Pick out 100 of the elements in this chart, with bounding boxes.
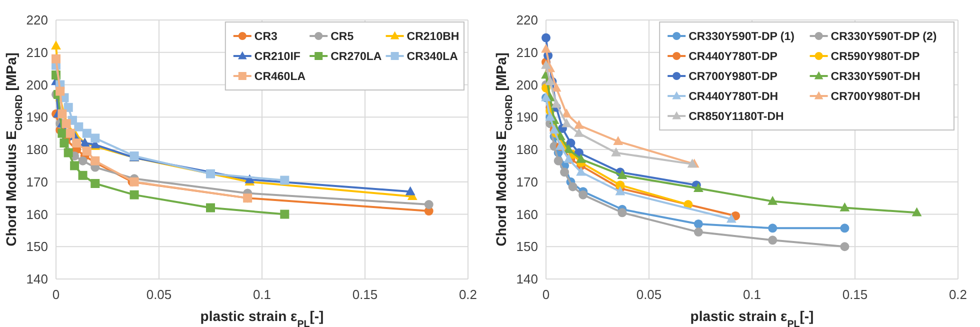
legend-label: CR210BH bbox=[406, 31, 460, 44]
legend-label: CR590Y980T-DP bbox=[830, 51, 920, 64]
point bbox=[551, 82, 562, 92]
point bbox=[617, 170, 628, 179]
point bbox=[551, 98, 562, 108]
point bbox=[51, 40, 61, 50]
y-tick-label: 160 bbox=[26, 206, 48, 222]
y-tick-label: 180 bbox=[516, 142, 538, 158]
y-tick-label: 150 bbox=[516, 239, 538, 254]
point bbox=[568, 182, 578, 192]
legend-label: CR270LA bbox=[330, 51, 382, 64]
point bbox=[840, 224, 850, 233]
point bbox=[912, 207, 922, 216]
point bbox=[574, 120, 584, 129]
legend-label: CR330Y590T-DP (1) bbox=[688, 31, 795, 44]
y-tick-label: 200 bbox=[26, 77, 48, 92]
x-tick-label: 0.15 bbox=[352, 287, 378, 302]
legend-label: CR700Y980T-DP bbox=[688, 71, 778, 84]
point bbox=[90, 178, 100, 188]
y-tick-label: 160 bbox=[516, 206, 538, 222]
point bbox=[611, 147, 621, 156]
x-tick-label: 0.1 bbox=[742, 287, 762, 302]
point bbox=[280, 210, 290, 219]
legend-label: CR5 bbox=[330, 31, 354, 44]
x-axis-title: plastic strain ε$_{PL}$[-] bbox=[200, 308, 324, 327]
x-tick-label: 0.1 bbox=[252, 287, 272, 302]
point bbox=[542, 33, 550, 42]
x-tick-label: 0 bbox=[52, 287, 60, 302]
point bbox=[564, 154, 574, 163]
y-tick-label: 140 bbox=[26, 272, 48, 287]
x-tick-label: 0.05 bbox=[146, 287, 172, 302]
point bbox=[78, 170, 88, 180]
y-tick-label: 220 bbox=[26, 12, 48, 28]
legend-label: CR3 bbox=[254, 31, 278, 44]
legend-label: CR850Y1180T-DH bbox=[688, 111, 784, 124]
point bbox=[576, 166, 586, 176]
y-tick-label: 210 bbox=[26, 44, 48, 60]
x-tick-label: 0.2 bbox=[948, 287, 968, 302]
legend-label: CR440Y780T-DP bbox=[688, 51, 778, 64]
point bbox=[52, 54, 60, 64]
point bbox=[562, 118, 572, 128]
y-tick-label: 200 bbox=[516, 77, 538, 92]
point bbox=[280, 176, 290, 185]
point bbox=[562, 108, 572, 118]
point bbox=[615, 186, 626, 196]
point bbox=[560, 168, 570, 177]
point bbox=[424, 200, 434, 210]
point bbox=[768, 196, 778, 205]
legend-label: CR340LA bbox=[406, 51, 458, 64]
point bbox=[66, 128, 75, 138]
x-axis-title: plastic strain ε$_{PL}$[-] bbox=[690, 308, 814, 327]
point bbox=[564, 144, 574, 154]
x-tick-label: 0 bbox=[542, 287, 550, 302]
point bbox=[840, 242, 850, 252]
legend-label: CR330Y590T-DH bbox=[830, 71, 920, 84]
point bbox=[768, 236, 778, 245]
point bbox=[82, 128, 92, 138]
y-tick-label: 190 bbox=[26, 110, 48, 125]
point bbox=[58, 109, 67, 118]
point bbox=[130, 190, 139, 200]
legend-label: CR700Y980T-DH bbox=[830, 91, 920, 104]
point bbox=[206, 169, 215, 178]
point bbox=[206, 203, 215, 212]
point bbox=[545, 76, 556, 86]
point bbox=[694, 219, 703, 228]
x-tick-label: 0.2 bbox=[458, 287, 478, 302]
x-tick-label: 0.05 bbox=[636, 287, 662, 302]
point bbox=[574, 128, 584, 137]
legend-label: CR330Y590T-DP (2) bbox=[830, 31, 937, 44]
point bbox=[72, 138, 82, 148]
legend-label: CR210IF bbox=[254, 51, 300, 64]
legend-label: CR460LA bbox=[254, 71, 306, 84]
point bbox=[74, 122, 84, 132]
point bbox=[78, 156, 88, 166]
point bbox=[693, 182, 704, 192]
point bbox=[64, 102, 73, 112]
y-tick-label: 190 bbox=[516, 110, 538, 125]
point bbox=[82, 146, 92, 156]
y-tick-label: 170 bbox=[516, 174, 538, 190]
point bbox=[56, 86, 65, 96]
point bbox=[726, 214, 736, 223]
y-tick-label: 210 bbox=[516, 44, 538, 60]
y-tick-label: 170 bbox=[26, 174, 48, 190]
y-tick-label: 150 bbox=[26, 239, 48, 254]
y-tick-label: 140 bbox=[516, 272, 538, 287]
point bbox=[64, 148, 73, 158]
point bbox=[613, 136, 624, 146]
point bbox=[90, 134, 100, 143]
point bbox=[694, 228, 703, 237]
point bbox=[554, 156, 563, 166]
point bbox=[58, 128, 67, 138]
y-tick-label: 220 bbox=[516, 12, 538, 28]
x-tick-label: 0.15 bbox=[842, 287, 868, 302]
point bbox=[541, 44, 551, 53]
point bbox=[840, 202, 850, 212]
point bbox=[618, 208, 627, 218]
y-tick-label: 180 bbox=[26, 142, 48, 158]
point bbox=[578, 190, 588, 200]
point bbox=[405, 186, 416, 196]
point bbox=[70, 161, 80, 170]
